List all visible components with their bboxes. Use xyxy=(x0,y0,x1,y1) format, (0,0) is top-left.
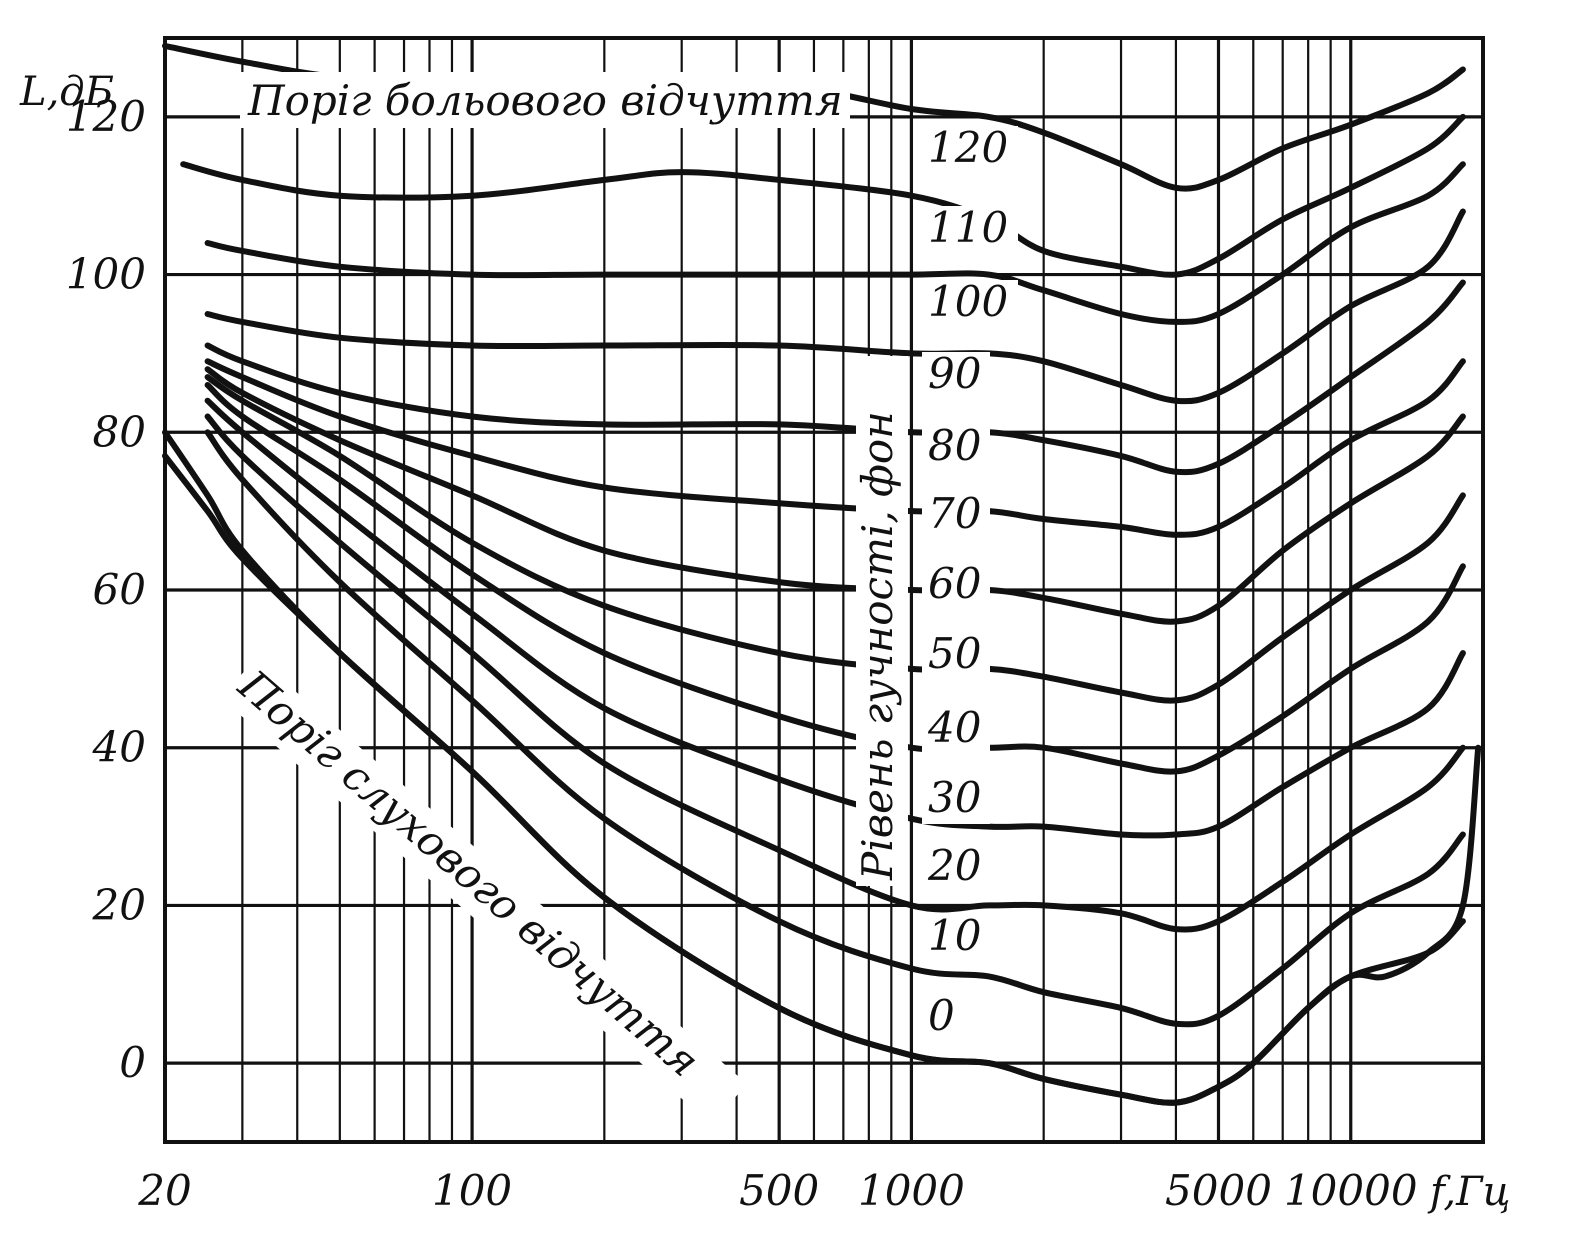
curve-label: 120 xyxy=(928,123,1008,172)
curve-label: 0 xyxy=(928,991,955,1040)
y-tick-label: 0 xyxy=(119,1038,146,1087)
x-tick-label: 20 xyxy=(137,1166,191,1215)
curve-label-bg xyxy=(922,126,1018,174)
curve-hearing-threshold xyxy=(162,429,1482,1106)
curve-label-bg xyxy=(922,562,990,610)
y-tick-label: 20 xyxy=(92,880,146,929)
curve-100-phon xyxy=(204,161,1466,325)
loudness-level-label-bg xyxy=(856,356,908,886)
curve-40-phon xyxy=(204,382,1466,775)
x-tick-labels: 20 100 500 1000 5000 10000 xyxy=(137,1166,1417,1215)
curve-70-phon xyxy=(204,358,1466,538)
x-tick-label: 100 xyxy=(432,1166,512,1215)
y-tick-label: 60 xyxy=(93,565,146,614)
plot-frame xyxy=(163,36,1485,1144)
grid xyxy=(163,38,1485,1142)
curve-110-phon xyxy=(180,113,1466,278)
curve-label-bg xyxy=(922,914,990,962)
curve-10-phon xyxy=(204,429,1466,1028)
curve-label-bg xyxy=(922,280,1018,328)
curve-label-bg xyxy=(922,632,990,680)
curve-label-bg xyxy=(922,424,990,472)
y-tick-label: 40 xyxy=(92,723,146,772)
x-tick-label: 5000 xyxy=(1165,1166,1272,1215)
curve-label: 60 xyxy=(928,559,981,608)
curve-label-bg xyxy=(922,844,990,892)
curve-label-bg xyxy=(922,206,1018,254)
x-tick-label: 1000 xyxy=(858,1166,965,1215)
curve-90-phon xyxy=(204,208,1466,405)
y-tick-label: 100 xyxy=(66,250,146,299)
curve-label: 20 xyxy=(927,841,981,890)
y-tick-label: 120 xyxy=(66,92,146,141)
loudness-level-label: Рівень гучності, фон xyxy=(853,411,902,881)
curve-label: 10 xyxy=(928,911,981,960)
y-tick-label: 80 xyxy=(93,407,146,456)
curve-80-phon xyxy=(204,279,1466,476)
y-tick-labels: 0 20 40 60 80 100 120 xyxy=(66,92,146,1087)
x-tick-label: 500 xyxy=(739,1166,819,1215)
curve-label-bg xyxy=(922,706,990,754)
x-axis-title: f,Гц xyxy=(1427,1169,1511,1215)
curve-label-bg xyxy=(922,492,990,540)
curve-label: 40 xyxy=(927,703,981,752)
curve-label: 50 xyxy=(928,629,981,678)
curve-label-bg xyxy=(922,994,962,1042)
curve-label-bg xyxy=(922,776,990,824)
curves xyxy=(162,42,1482,1106)
curve-label: 110 xyxy=(928,203,1008,252)
curve-label-bg xyxy=(922,352,990,400)
pain-threshold-label: Поріг больового відчуття xyxy=(247,76,843,125)
curve-label: 70 xyxy=(928,489,981,538)
curve-20-phon xyxy=(204,413,1466,933)
y-axis-title: L,дБ xyxy=(19,69,114,115)
curve-30-phon xyxy=(204,397,1466,839)
x-tick-label: 10000 xyxy=(1284,1166,1418,1215)
curve-label: 30 xyxy=(928,773,981,822)
curve-label: 80 xyxy=(928,421,981,470)
hearing-threshold-label-bg xyxy=(220,657,747,1125)
pain-threshold-label-bg xyxy=(240,72,850,128)
curve-label: 100 xyxy=(928,277,1008,326)
curve-label: 90 xyxy=(928,349,981,398)
